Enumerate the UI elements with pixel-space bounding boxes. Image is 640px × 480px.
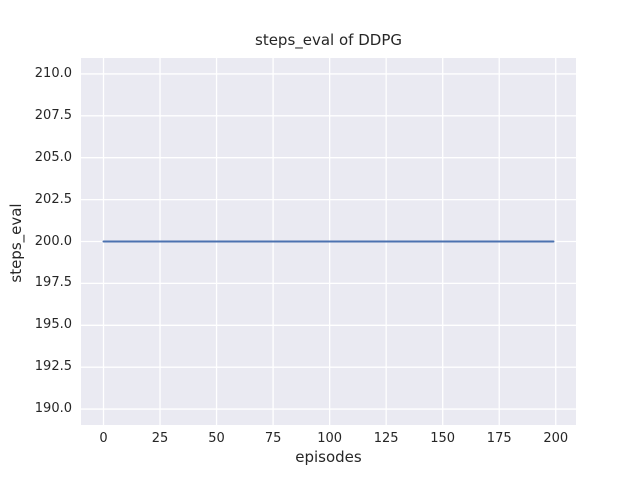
y-tick-label: 210.0	[34, 65, 72, 81]
y-tick-label: 202.5	[34, 191, 72, 207]
x-tick-label: 150	[430, 431, 456, 446]
x-tick-label: 75	[264, 431, 282, 446]
x-axis-label: episodes	[295, 448, 362, 466]
x-tick-label: 100	[317, 431, 343, 446]
y-tick-label: 195.0	[34, 317, 72, 333]
x-tick-label: 50	[208, 431, 225, 446]
y-tick-label: 200.0	[34, 233, 72, 249]
x-tick-label: 200	[543, 431, 569, 446]
y-tick-label: 207.5	[34, 107, 72, 123]
y-tick-label: 197.5	[34, 275, 72, 291]
y-tick-label: 190.0	[34, 401, 72, 417]
x-tick-label: 175	[486, 431, 512, 446]
y-tick-label: 192.5	[34, 359, 72, 375]
y-tick-label: 205.0	[34, 149, 72, 165]
x-tick-label: 0	[99, 431, 108, 446]
x-tick-label: 125	[373, 431, 399, 446]
x-tick-label: 25	[151, 431, 169, 446]
chart-title: steps_eval of DDPG	[255, 31, 402, 49]
